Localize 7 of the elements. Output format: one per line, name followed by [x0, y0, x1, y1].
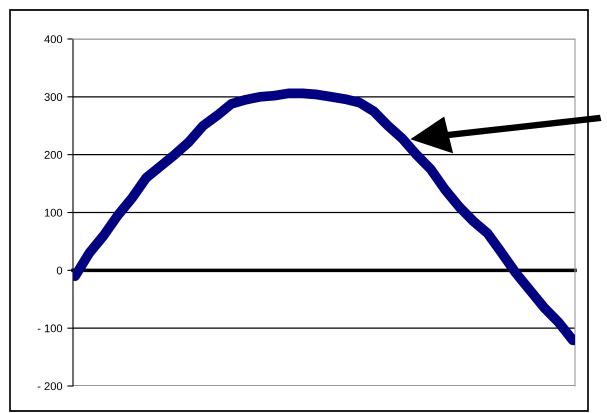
y-tick-label: 400 [44, 35, 62, 44]
y-tick-label: - 200 [38, 382, 62, 390]
y-tick-label: 300 [44, 93, 62, 101]
y-tick-label: 0 [56, 266, 62, 274]
y-tick-label: - 100 [38, 324, 62, 332]
y-tick-label: 200 [44, 150, 62, 159]
y-tick-label: 100 [44, 208, 62, 217]
